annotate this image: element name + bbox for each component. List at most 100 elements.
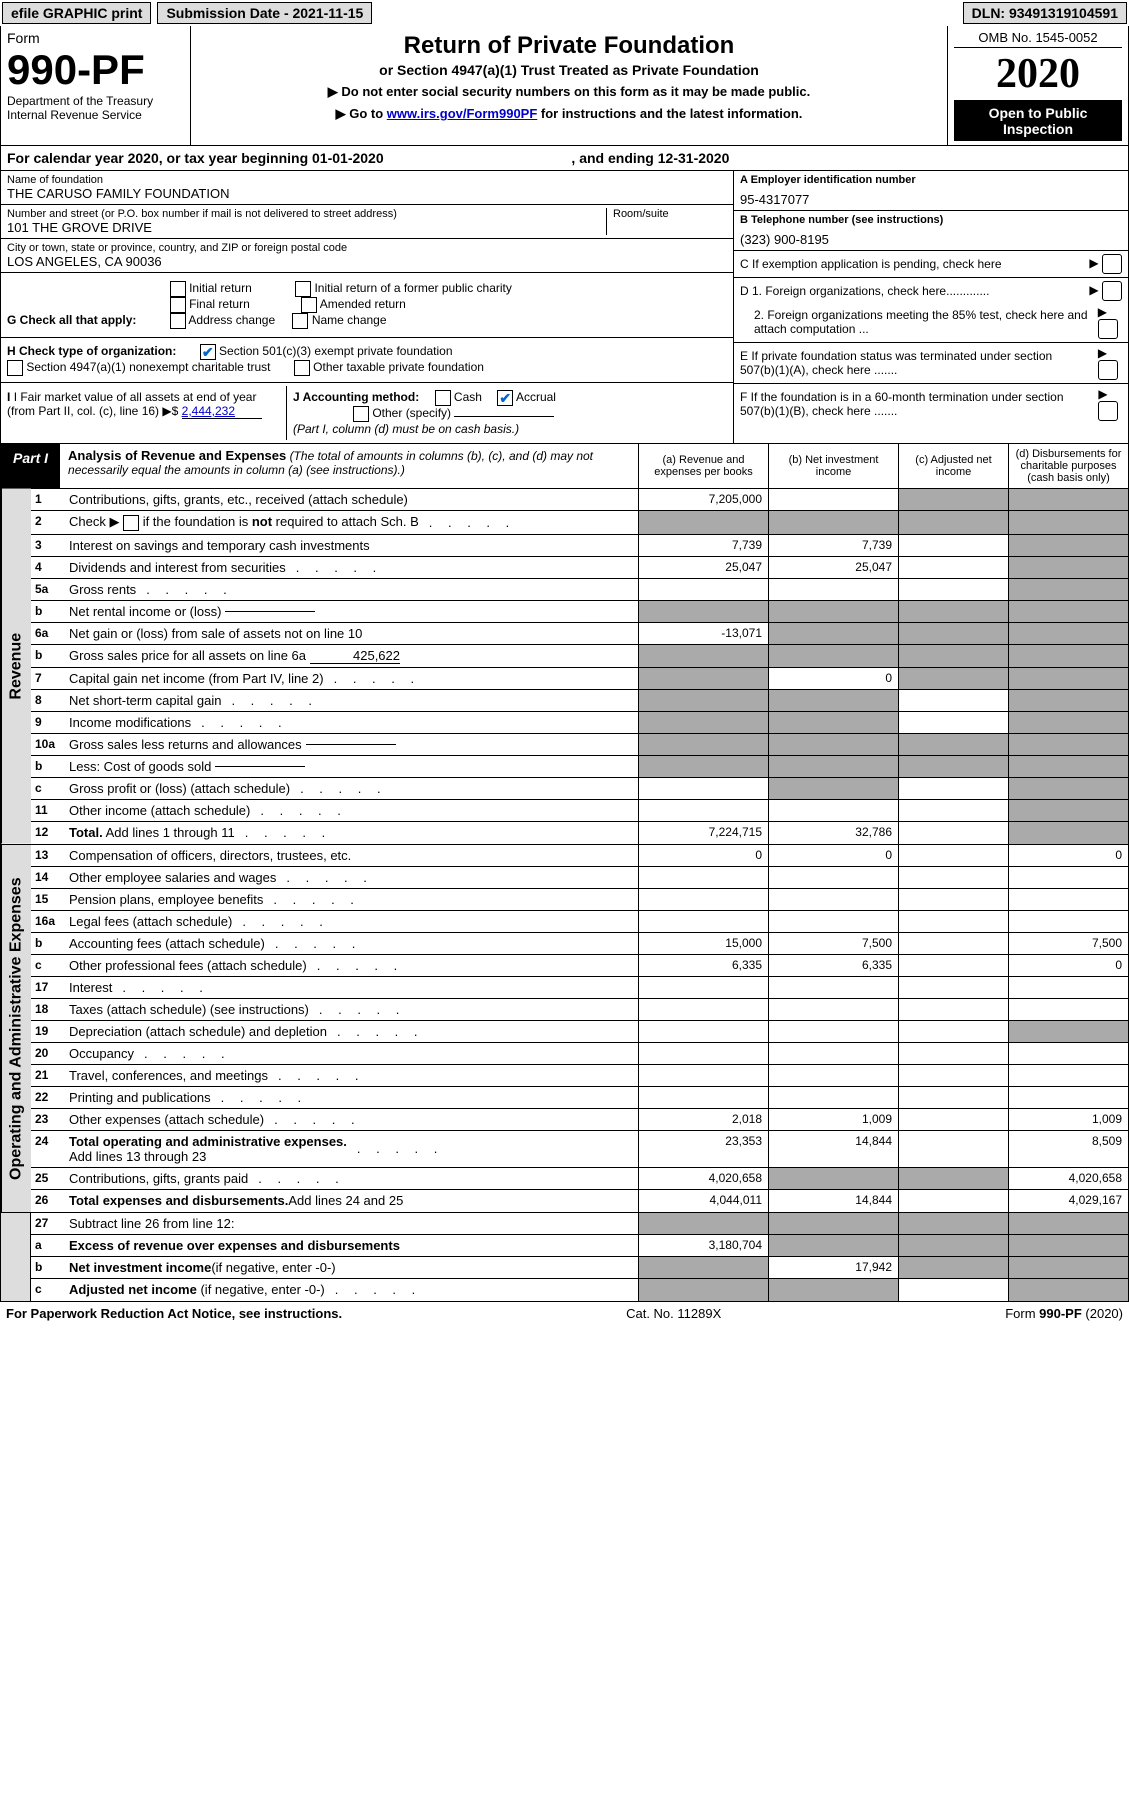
expenses-label: Operating and Administrative Expenses — [1, 845, 31, 1212]
table-row: 24 Total operating and administrative ex… — [31, 1131, 1128, 1168]
dln-label: DLN: 93491319104591 — [963, 2, 1127, 24]
footer: For Paperwork Reduction Act Notice, see … — [0, 1302, 1129, 1325]
table-row: 25 Contributions, gifts, grants paid. . … — [31, 1168, 1128, 1190]
initial-return-checkbox[interactable] — [170, 281, 186, 297]
form-title: Return of Private Foundation — [201, 32, 937, 60]
d1-checkbox[interactable] — [1102, 281, 1122, 301]
irs-link[interactable]: www.irs.gov/Form990PF — [387, 106, 538, 121]
cy-end: 12-31-2020 — [658, 150, 730, 166]
instr2-post: for instructions and the latest informat… — [537, 106, 802, 121]
table-row: 10a Gross sales less returns and allowan… — [31, 734, 1128, 756]
cash-checkbox[interactable] — [435, 390, 451, 406]
footer-right: Form 990-PF (2020) — [1005, 1306, 1123, 1321]
j-other: Other (specify) — [372, 406, 451, 420]
cy-begin: 01-01-2020 — [312, 150, 384, 166]
table-row: 26 Total expenses and disbursements. Add… — [31, 1190, 1128, 1212]
h-opt-1: Section 501(c)(3) exempt private foundat… — [219, 344, 452, 358]
table-row: 8 Net short-term capital gain. . . . . — [31, 690, 1128, 712]
ein-label: A Employer identification number — [740, 174, 1122, 186]
d2-checkbox[interactable] — [1098, 319, 1118, 339]
phone-value: (323) 900-8195 — [740, 226, 1122, 247]
address-change-checkbox[interactable] — [170, 313, 186, 329]
col-c-header: (c) Adjusted net income — [898, 444, 1008, 488]
d1-arrow: ▶ — [1089, 283, 1098, 297]
table-row: 15 Pension plans, employee benefits. . .… — [31, 889, 1128, 911]
g-opt-3: Initial return of a former public charit… — [314, 281, 511, 295]
g-opt-4: Amended return — [320, 297, 406, 311]
table-row: 5a Gross rents. . . . . — [31, 579, 1128, 601]
g-opt-2: Address change — [188, 313, 275, 327]
other-taxable-checkbox[interactable] — [294, 360, 310, 376]
table-row: b Less: Cost of goods sold — [31, 756, 1128, 778]
instr-1: ▶ Do not enter social security numbers o… — [201, 84, 937, 100]
footer-left: For Paperwork Reduction Act Notice, see … — [6, 1306, 342, 1321]
table-row: a Excess of revenue over expenses and di… — [31, 1235, 1128, 1257]
f-label: F If the foundation is in a 60-month ter… — [740, 390, 1090, 418]
expenses-section: Operating and Administrative Expenses 13… — [0, 845, 1129, 1213]
table-row: 12 Total. Add lines 1 through 11. . . . … — [31, 822, 1128, 844]
foundation-info: Name of foundation THE CARUSO FAMILY FOU… — [0, 171, 1129, 444]
name-change-checkbox[interactable] — [292, 313, 308, 329]
amended-checkbox[interactable] — [301, 297, 317, 313]
501c3-checkbox[interactable] — [200, 344, 216, 360]
c-checkbox[interactable] — [1102, 254, 1122, 274]
4947-checkbox[interactable] — [7, 360, 23, 376]
col-d-header: (d) Disbursements for charitable purpose… — [1008, 444, 1128, 488]
table-row: b Net investment income (if negative, en… — [31, 1257, 1128, 1279]
efile-label[interactable]: efile GRAPHIC print — [2, 2, 151, 24]
cy-pre: For calendar year 2020, or tax year begi… — [7, 150, 312, 166]
form-header: Form 990-PF Department of the Treasury I… — [0, 26, 1129, 146]
c-arrow: ▶ — [1089, 256, 1098, 270]
dept-label: Department of the Treasury — [7, 94, 184, 108]
accrual-checkbox[interactable] — [497, 390, 513, 406]
name-label: Name of foundation — [7, 174, 727, 186]
i-value[interactable]: 2,444,232 — [182, 404, 262, 419]
foundation-city: LOS ANGELES, CA 90036 — [7, 254, 727, 269]
table-row: 9 Income modifications. . . . . — [31, 712, 1128, 734]
final-return-checkbox[interactable] — [170, 297, 186, 313]
f-checkbox[interactable] — [1098, 401, 1118, 421]
j-cash: Cash — [454, 390, 482, 404]
table-row: b Gross sales price for all assets on li… — [31, 645, 1128, 668]
i-arrow: ▶$ — [162, 404, 178, 418]
g-label: G Check all that apply: — [7, 313, 136, 327]
table-row: 16a Legal fees (attach schedule). . . . … — [31, 911, 1128, 933]
calendar-year-row: For calendar year 2020, or tax year begi… — [0, 146, 1129, 171]
table-row: 27 Subtract line 26 from line 12: — [31, 1213, 1128, 1235]
form-label: Form — [7, 30, 184, 46]
table-row: 13 Compensation of officers, directors, … — [31, 845, 1128, 867]
instr-2: ▶ Go to www.irs.gov/Form990PF for instru… — [201, 106, 937, 122]
part-1-tab: Part I — [1, 444, 60, 488]
j-accrual: Accrual — [516, 390, 556, 404]
revenue-label: Revenue — [1, 489, 31, 844]
top-bar: efile GRAPHIC print Submission Date - 20… — [0, 0, 1129, 26]
d1-label: D 1. Foreign organizations, check here..… — [740, 284, 989, 298]
other-method-checkbox[interactable] — [353, 406, 369, 422]
part-1-header: Part I Analysis of Revenue and Expenses … — [0, 444, 1129, 489]
submission-date: Submission Date - 2021-11-15 — [157, 2, 372, 24]
footer-mid: Cat. No. 11289X — [626, 1306, 721, 1321]
j-label: J Accounting method: — [293, 390, 419, 404]
g-opt-0: Initial return — [189, 281, 252, 295]
col-a-header: (a) Revenue and expenses per books — [638, 444, 768, 488]
table-row: 1 Contributions, gifts, grants, etc., re… — [31, 489, 1128, 511]
c-label: C If exemption application is pending, c… — [740, 257, 1002, 271]
e-checkbox[interactable] — [1098, 360, 1118, 380]
city-label: City or town, state or province, country… — [7, 242, 727, 254]
table-row: 23 Other expenses (attach schedule). . .… — [31, 1109, 1128, 1131]
table-row: c Adjusted net income (if negative, ente… — [31, 1279, 1128, 1301]
form-number: 990-PF — [7, 46, 184, 94]
open-public-label: Open to Public Inspection — [954, 101, 1122, 141]
table-row: 7 Capital gain net income (from Part IV,… — [31, 668, 1128, 690]
e-label: E If private foundation status was termi… — [740, 349, 1090, 377]
table-row: b Accounting fees (attach schedule). . .… — [31, 933, 1128, 955]
form-subtitle: or Section 4947(a)(1) Trust Treated as P… — [201, 62, 937, 78]
initial-former-checkbox[interactable] — [295, 281, 311, 297]
col-b-header: (b) Net investment income — [768, 444, 898, 488]
table-row: 11 Other income (attach schedule). . . .… — [31, 800, 1128, 822]
h-opt-2: Section 4947(a)(1) nonexempt charitable … — [26, 360, 270, 374]
table-row: 18 Taxes (attach schedule) (see instruct… — [31, 999, 1128, 1021]
h-label: H Check type of organization: — [7, 344, 176, 358]
e-arrow: ▶ — [1098, 346, 1107, 360]
table-row: c Other professional fees (attach schedu… — [31, 955, 1128, 977]
